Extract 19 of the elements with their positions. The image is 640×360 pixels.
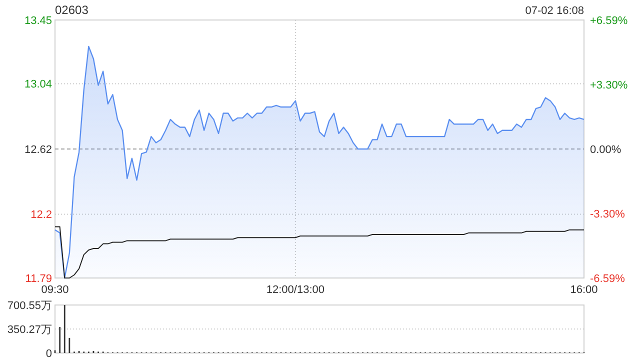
y2-tick-label: +3.30% xyxy=(590,79,628,92)
text: 07-02 16:08 xyxy=(525,5,584,17)
y2-tick-label: -6.59% xyxy=(590,272,626,285)
y-tick-label: 12.62 xyxy=(24,144,52,156)
x-tick-label: 09:30 xyxy=(41,284,69,296)
y2-tick-label: +6.59% xyxy=(590,14,628,27)
x-tick-label: 12:00/13:00 xyxy=(266,284,325,296)
y2-tick-label: -3.30% xyxy=(590,208,626,220)
y-tick-label: 13.04 xyxy=(24,78,52,91)
y2-tick-label: 0.00% xyxy=(590,144,622,156)
y-tick-label: 0 xyxy=(46,348,52,360)
y-tick-label: 700.55万 xyxy=(7,300,52,312)
chart-title: 02603 xyxy=(55,3,89,17)
y-tick-label: 13.45 xyxy=(24,14,52,27)
line-series xyxy=(54,226,584,278)
y-tick-label: 11.79 xyxy=(25,272,52,285)
y-tick-label: 12.2 xyxy=(30,209,52,222)
x-tick-label: 16:00 xyxy=(570,284,598,296)
y-tick-label: 350.27万 xyxy=(7,324,52,336)
